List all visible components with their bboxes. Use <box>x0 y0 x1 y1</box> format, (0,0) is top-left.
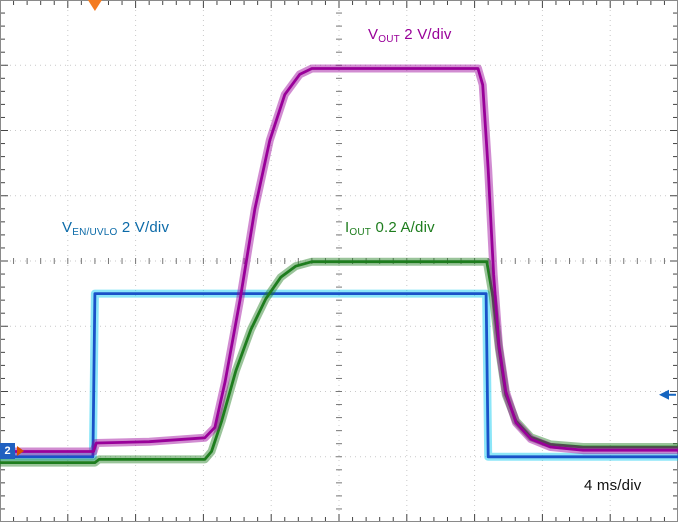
trace-vout <box>0 67 678 453</box>
timebase-label: 4 ms/div <box>584 477 642 494</box>
iout-label-subscript: OUT <box>349 227 372 238</box>
ven-label-scale: 2 V/div <box>117 219 170 236</box>
vout-label-scale: 2 V/div <box>399 26 452 43</box>
ven-uvlo-label: VEN/UVLO 2 V/div <box>62 219 169 238</box>
waveform-traces <box>0 64 678 467</box>
ven-label-subscript: EN/UVLO <box>72 227 118 238</box>
scope-markers <box>87 0 676 400</box>
iout-label: IOUT 0.2 A/div <box>345 219 435 238</box>
vout-label: VOUT 2 V/div <box>368 26 452 45</box>
iout-label-scale: 0.2 A/div <box>371 219 435 236</box>
trigger-level-arrow-icon <box>659 389 669 400</box>
channel2-ground-marker: 2 <box>0 443 24 459</box>
trigger-time-marker-icon <box>87 0 102 11</box>
ven-label-symbol: V <box>62 219 73 236</box>
iout-label-symbol: I <box>345 219 350 236</box>
vout-label-symbol: V <box>368 26 379 43</box>
trace-ven_uvlo <box>0 292 678 459</box>
vout-label-subscript: OUT <box>378 34 400 45</box>
channel2-badge: 2 <box>0 443 15 459</box>
channel2-ground-arrow-icon <box>17 446 24 456</box>
